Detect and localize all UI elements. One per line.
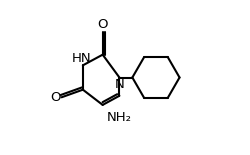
Text: NH₂: NH₂	[106, 111, 132, 124]
Text: O: O	[97, 18, 108, 31]
Text: N: N	[114, 78, 124, 91]
Text: O: O	[50, 91, 60, 104]
Text: HN: HN	[71, 52, 91, 65]
